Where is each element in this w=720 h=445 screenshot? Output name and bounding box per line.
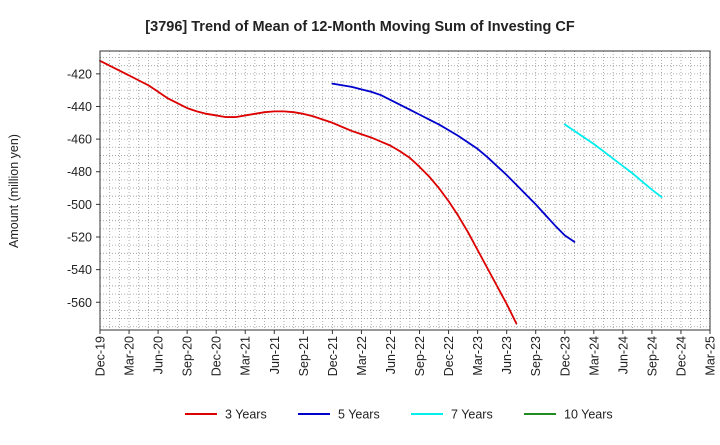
x-tick-label: Jun-22 xyxy=(384,336,398,374)
x-tick-labels: Dec-19 Mar-20 Jun-20 Sep-20 Dec-20 Mar-21 Jun-… xyxy=(94,330,718,376)
y-tick-label: -500 xyxy=(67,198,92,212)
x-tick-label: Jun-24 xyxy=(616,336,630,374)
x-tick-label: Mar-21 xyxy=(239,336,253,376)
y-tick-label: -440 xyxy=(67,100,92,114)
y-tick-label: -420 xyxy=(67,67,92,81)
x-tick-label: Jun-20 xyxy=(152,336,166,374)
x-tick-label: Mar-24 xyxy=(587,336,601,376)
x-tick-label: Mar-25 xyxy=(704,336,718,376)
x-tick-label: Dec-20 xyxy=(210,336,224,376)
series-line-3-years xyxy=(99,59,518,325)
x-tick-label: Mar-22 xyxy=(355,336,369,376)
y-tick-label: -460 xyxy=(67,133,92,147)
x-tick-label: Sep-23 xyxy=(529,336,543,376)
y-axis-label: Amount (million yen) xyxy=(7,134,21,248)
y-tick-label: -540 xyxy=(67,263,92,277)
x-tick-label: Mar-20 xyxy=(123,336,137,376)
legend-label-3-years: 3 Years xyxy=(225,408,267,422)
x-tick-label: Dec-23 xyxy=(558,336,572,376)
legend-label-5-years: 5 Years xyxy=(338,408,380,422)
y-tick-label: -520 xyxy=(67,231,92,245)
x-tick-label: Dec-24 xyxy=(674,336,688,376)
legend-label-10-years: 10 Years xyxy=(564,408,613,422)
series-line-7-years xyxy=(563,123,663,198)
x-tick-label: Dec-22 xyxy=(442,336,456,376)
plot-frame xyxy=(99,50,711,331)
x-tick-label: Sep-21 xyxy=(297,336,311,376)
x-tick-label: Dec-21 xyxy=(326,336,340,376)
legend: 3 Years 5 Years 7 Years 10 Years xyxy=(185,408,613,422)
x-tick-label: Jun-21 xyxy=(268,336,282,374)
x-tick-label: Sep-20 xyxy=(181,336,195,376)
plot-series xyxy=(99,59,663,325)
x-tick-label: Sep-22 xyxy=(413,336,427,376)
plot-grid xyxy=(100,51,710,330)
y-tick-labels: -420 -440 -460 -480 -500 -520 -540 -560 xyxy=(67,67,100,310)
x-tick-label: Dec-19 xyxy=(94,336,108,376)
chart-title: [3796] Trend of Mean of 12-Month Moving … xyxy=(145,19,575,35)
y-tick-label: -560 xyxy=(67,296,92,310)
y-tick-label: -480 xyxy=(67,165,92,179)
series-line-5-years xyxy=(331,82,576,243)
x-tick-label: Sep-24 xyxy=(645,336,659,376)
x-tick-label: Jun-23 xyxy=(500,336,514,374)
x-tick-label: Mar-23 xyxy=(471,336,485,376)
legend-label-7-years: 7 Years xyxy=(451,408,493,422)
